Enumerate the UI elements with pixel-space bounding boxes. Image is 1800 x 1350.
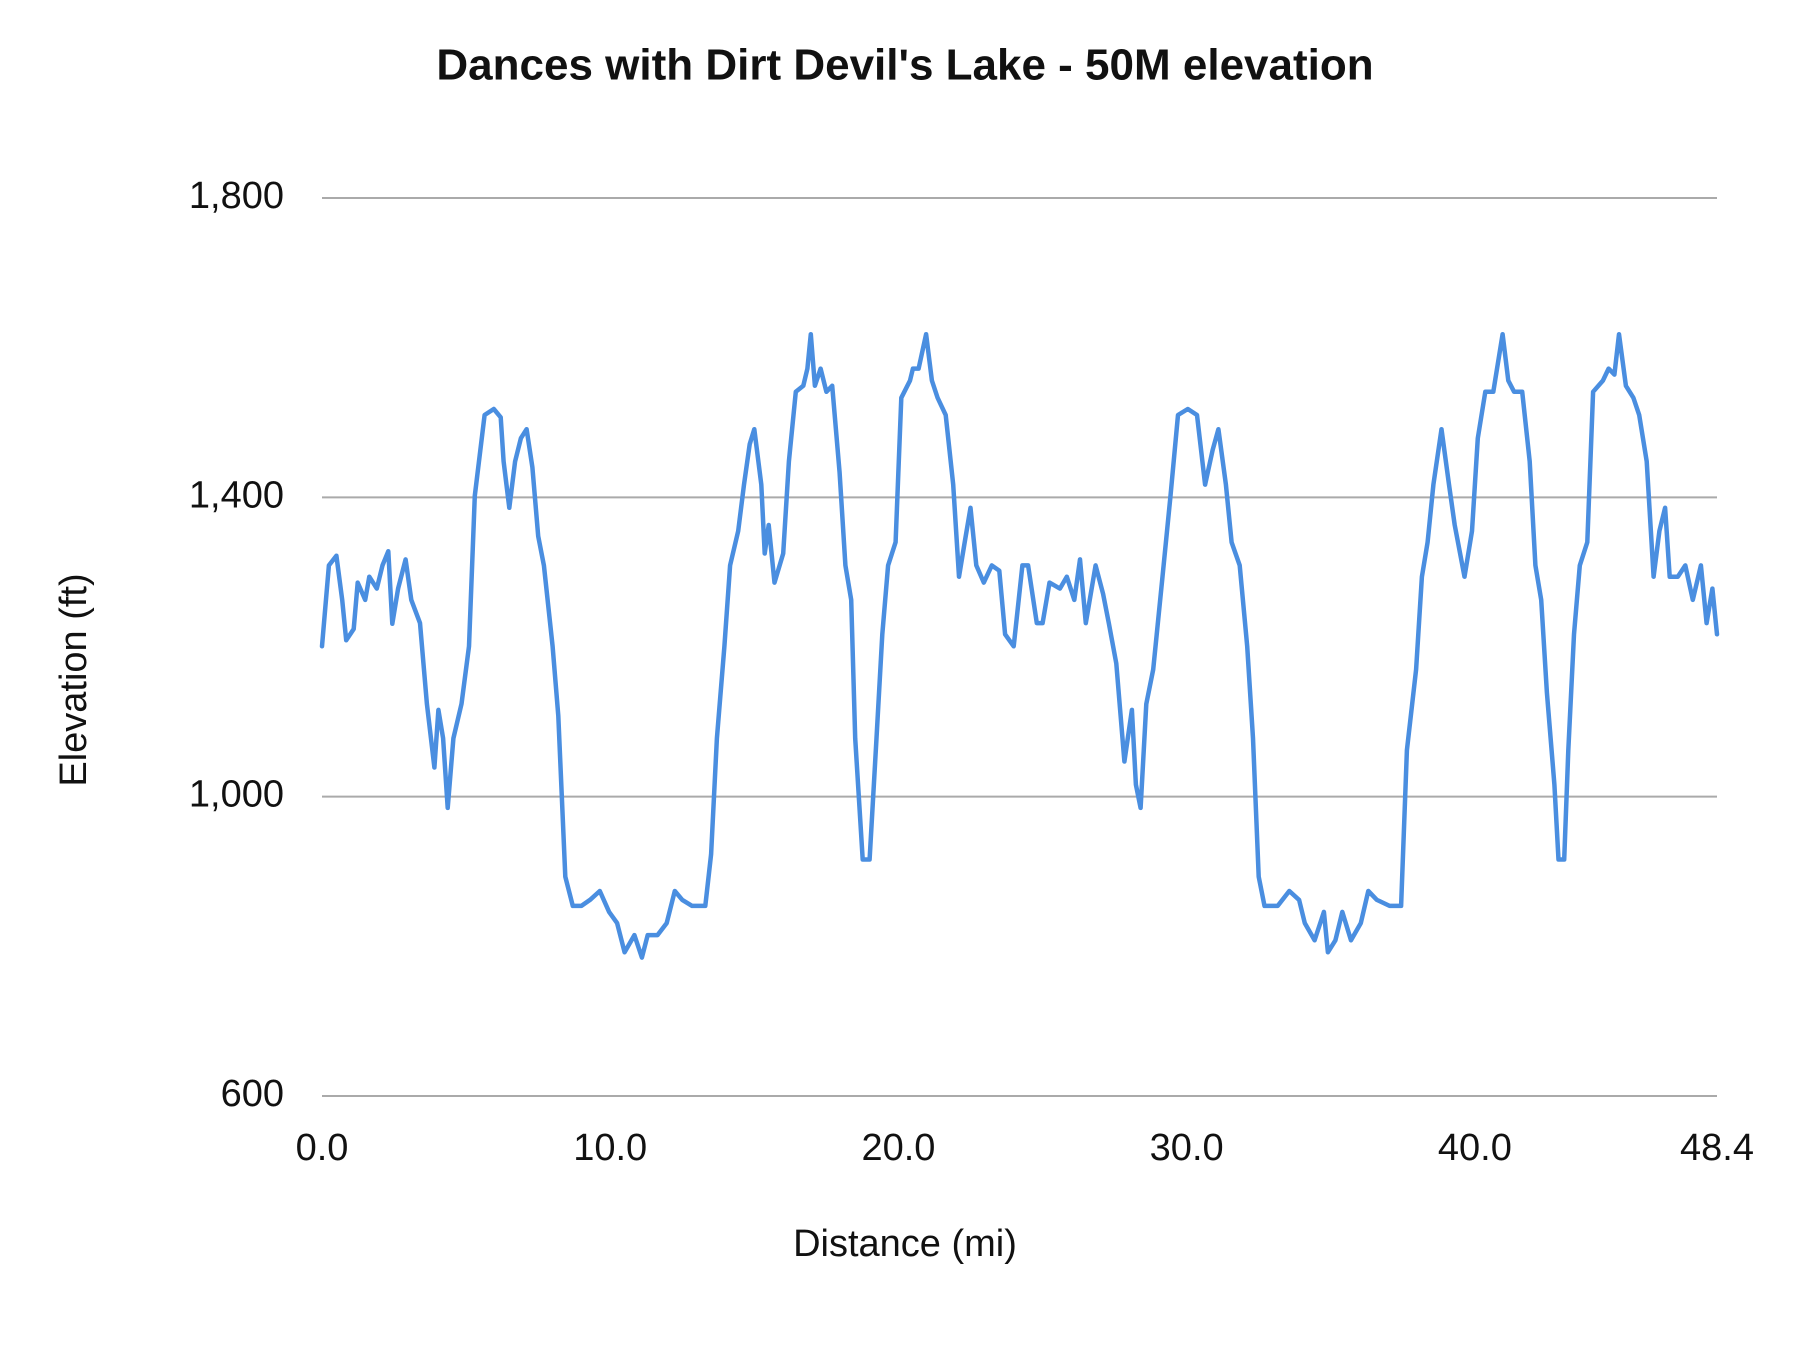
x-tick-label: 20.0	[861, 1127, 935, 1169]
y-axis-label: Elevation (ft)	[53, 573, 95, 786]
y-tick-label: 600	[221, 1073, 284, 1115]
y-tick-label: 1,400	[189, 474, 284, 516]
x-tick-label: 30.0	[1150, 1127, 1224, 1169]
x-tick-label: 40.0	[1438, 1127, 1512, 1169]
x-tick-label: 0.0	[296, 1127, 349, 1169]
x-tick-label: 48.4	[1680, 1127, 1754, 1169]
x-axis-label: Distance (mi)	[793, 1223, 1017, 1265]
y-tick-label: 1,800	[189, 175, 284, 217]
x-tick-label: 10.0	[573, 1127, 647, 1169]
elevation-line	[319, 331, 1720, 960]
chart-title: Dances with Dirt Devil's Lake - 50M elev…	[436, 41, 1373, 90]
y-tick-label: 1,000	[189, 774, 284, 816]
